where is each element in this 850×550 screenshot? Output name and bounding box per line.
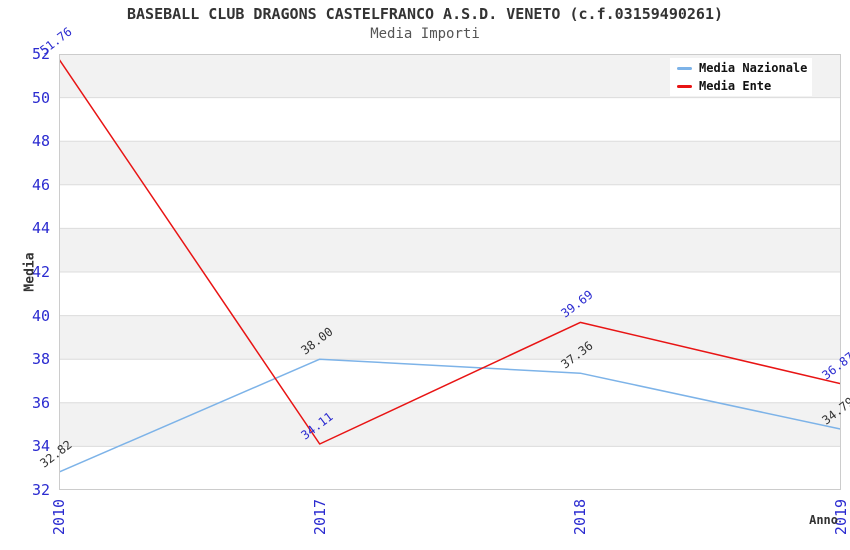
plot-band bbox=[59, 402, 841, 447]
y-tick-label: 34 bbox=[31, 437, 50, 456]
y-tick-label: 40 bbox=[31, 306, 50, 325]
legend-line-swatch-icon bbox=[677, 66, 692, 70]
legend-item-media-ente: Media Ente bbox=[670, 78, 812, 94]
y-tick-label: 38 bbox=[31, 350, 50, 369]
y-tick-label: 44 bbox=[31, 219, 50, 238]
x-tick-label: 2017 bbox=[310, 498, 329, 536]
y-tick-label: 52 bbox=[31, 45, 50, 63]
x-tick-label: 2018 bbox=[571, 498, 590, 536]
y-tick-label: 50 bbox=[31, 88, 50, 107]
plot-border bbox=[59, 54, 841, 490]
chart-subtitle: Media Importi bbox=[370, 26, 480, 42]
x-tick-label: 2010 bbox=[50, 498, 68, 536]
y-tick-label: 48 bbox=[31, 132, 50, 151]
plot-band bbox=[59, 446, 841, 490]
plot-band bbox=[59, 97, 841, 142]
plot-band bbox=[59, 315, 841, 360]
plot-band bbox=[59, 141, 841, 185]
y-tick-label: 46 bbox=[31, 175, 50, 194]
chart-title: BASEBALL CLUB DRAGONS CASTELFRANCO A.S.D… bbox=[126, 5, 724, 23]
plot-band bbox=[59, 272, 841, 316]
legend-label: Media Nazionale bbox=[699, 61, 808, 75]
series-line-1 bbox=[58, 58, 842, 445]
y-axis-title: Media bbox=[22, 252, 38, 292]
x-axis-title: Anno bbox=[809, 513, 838, 527]
y-tick-label: 32 bbox=[31, 481, 50, 499]
legend: Media Nazionale Media Ente bbox=[670, 58, 812, 96]
legend-label: Media Ente bbox=[699, 79, 772, 93]
legend-item-media-nazionale: Media Nazionale bbox=[670, 60, 812, 76]
legend-line-swatch-icon bbox=[677, 84, 692, 88]
plot-band bbox=[59, 228, 841, 272]
plot-band bbox=[59, 184, 841, 229]
plot-canvas bbox=[58, 54, 842, 490]
series-line-0 bbox=[58, 358, 842, 473]
plot-area bbox=[58, 54, 842, 490]
y-tick-label: 36 bbox=[31, 393, 50, 412]
